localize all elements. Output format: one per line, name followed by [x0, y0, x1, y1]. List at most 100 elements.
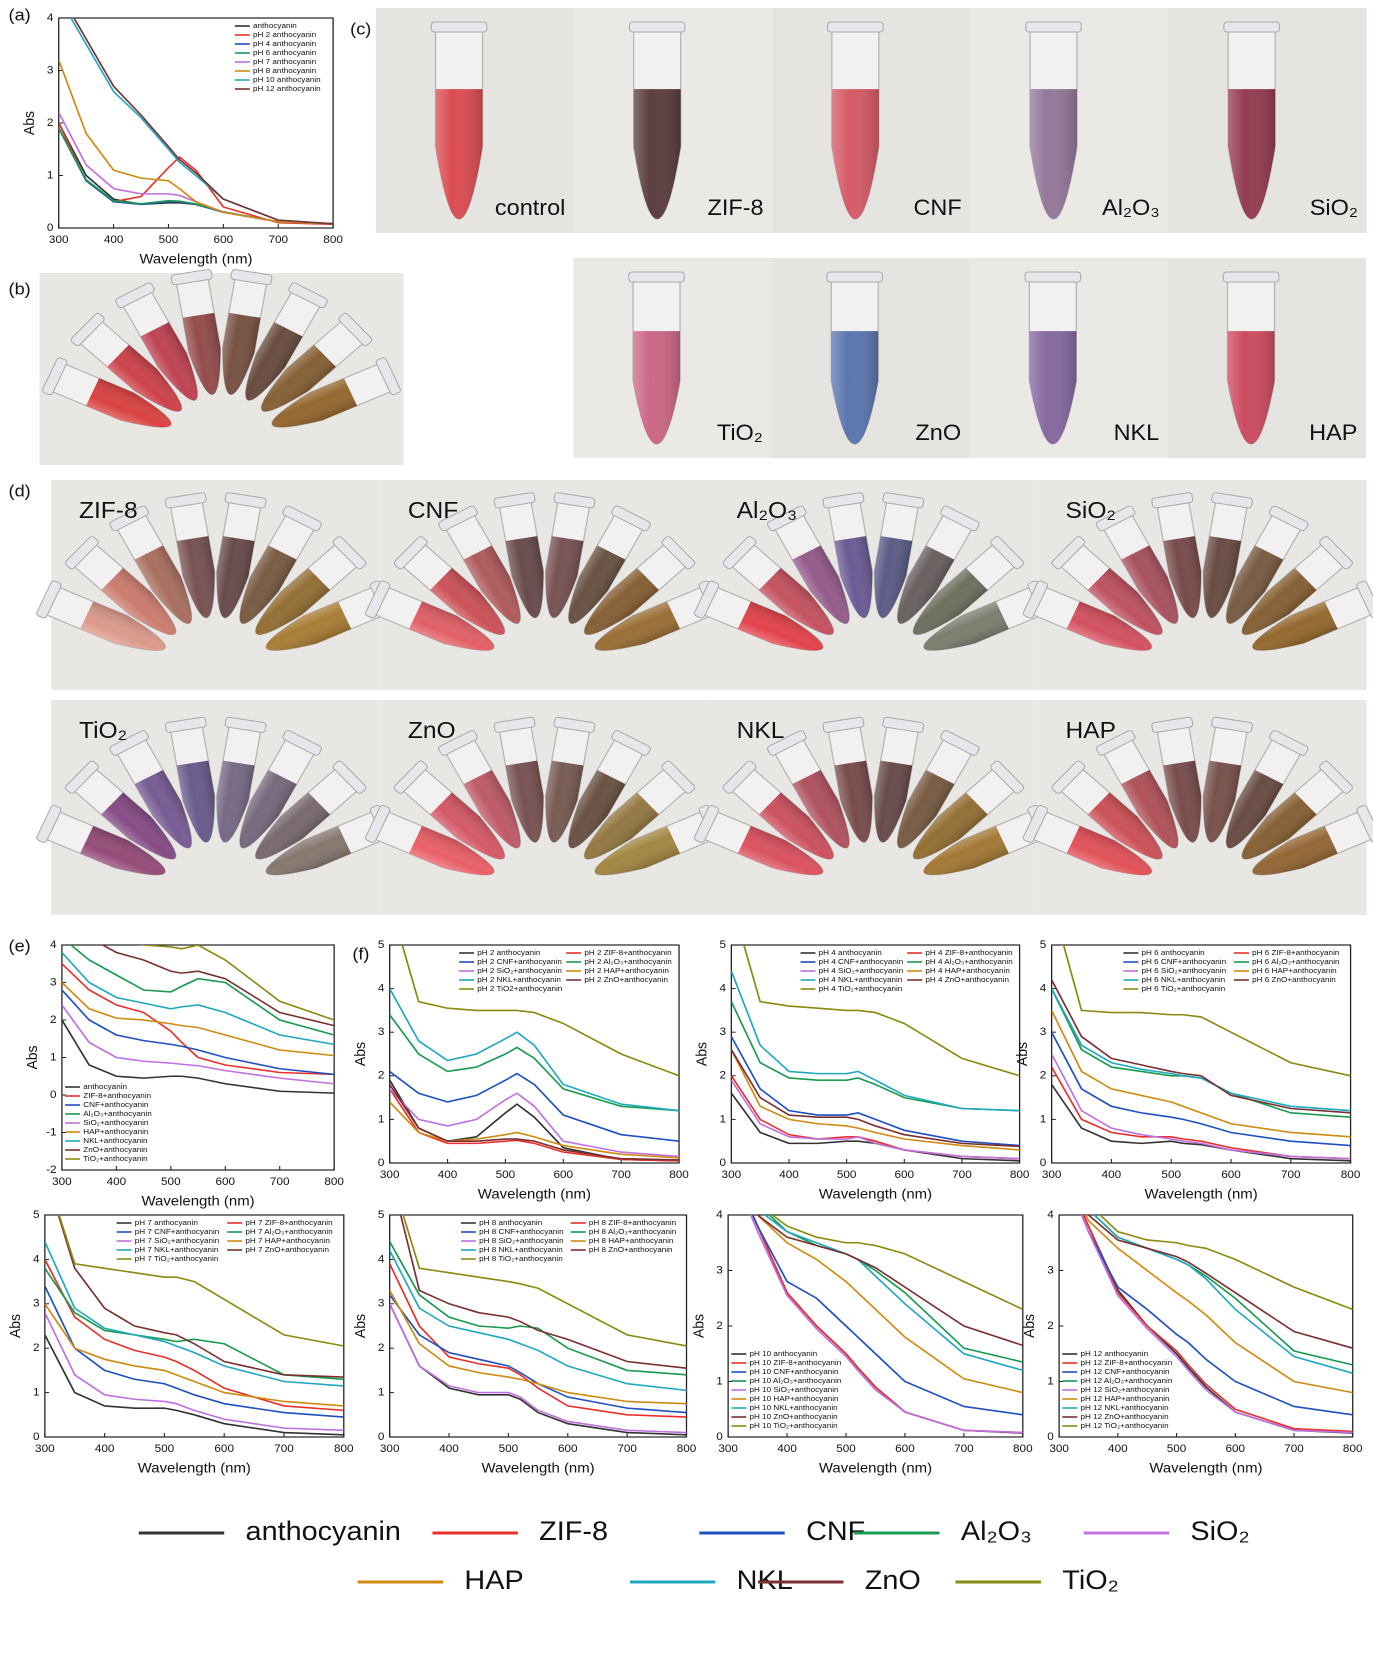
x-tick-label: 400 [438, 1169, 458, 1181]
y-tick-label: 0 [33, 1431, 40, 1443]
x-tick-label: 300 [722, 1169, 742, 1181]
series-line [1051, 1010, 1351, 1138]
x-axis-label: Wavelength (nm) [139, 252, 252, 267]
tube [722, 760, 835, 860]
plot-area [731, 945, 1020, 1162]
tube-cap [332, 536, 367, 570]
tube-shade [239, 769, 297, 848]
legend-label: pH 10 HAP+anthocyanin [749, 1394, 838, 1403]
x-axis-label: Wavelength (nm) [1145, 1187, 1258, 1202]
plot-area [389, 1215, 687, 1436]
tube-cap [767, 730, 807, 756]
legend-label: pH 6 anthocyanin [253, 48, 316, 57]
plot-area [1051, 945, 1351, 1162]
legend-label: anthocyanin [253, 21, 297, 30]
tube-shade [874, 760, 913, 843]
series-line [58, 112, 334, 225]
y-tick-label: 4 [378, 983, 385, 995]
legend-label: pH 4 anthocyanin [819, 948, 882, 957]
tube-shade [913, 792, 988, 860]
legend-label: pH 10 ZIF-8+anthocyanin [749, 1358, 841, 1367]
x-tick-label: 500 [159, 234, 179, 246]
series-line [731, 970, 1020, 1112]
x-tick-label: 700 [1284, 1443, 1304, 1455]
plot-area [61, 945, 335, 1094]
tube-shade [584, 568, 659, 635]
legend-label: ZIF-8 [539, 1516, 608, 1546]
tube-cap [282, 730, 322, 756]
series-line [756, 1215, 1023, 1394]
tube-shade [255, 568, 331, 635]
x-tick-label: 400 [107, 1176, 127, 1188]
legend-label: pH 12 ZIF-8+anthocyanin [1080, 1358, 1172, 1367]
legend-label: pH 8 SiO₂+anthocyanin [479, 1236, 564, 1245]
x-axis-label: Wavelength (nm) [819, 1461, 932, 1476]
y-tick-label: 3 [378, 1298, 385, 1310]
tube-shade [176, 536, 215, 618]
legend-label: pH 8 ZIF-8+anthocyanin [589, 1218, 676, 1227]
series-line [1099, 1215, 1353, 1311]
plot-area [58, 18, 334, 226]
tube-shade [1087, 792, 1163, 860]
legend-label: HAP+anthocyanin [83, 1127, 148, 1136]
legend-label: SiO₂ [1190, 1516, 1249, 1546]
panel-label: (b) [9, 279, 31, 298]
tube-cap [365, 805, 391, 843]
tube [583, 760, 696, 860]
series-line [61, 1004, 335, 1085]
plot-area [44, 1215, 344, 1436]
series-line [61, 1019, 335, 1094]
legend-label: pH 4 TiO₂+anthocyanin [819, 984, 903, 993]
x-tick-label: 800 [1341, 1169, 1361, 1181]
tube-shade [584, 792, 659, 860]
tube-cap [438, 730, 478, 756]
y-tick-label: 1 [716, 1376, 723, 1388]
tube [583, 536, 696, 636]
x-tick-label: 600 [1225, 1443, 1245, 1455]
series-line [389, 1070, 680, 1142]
tube [254, 536, 367, 636]
tube [216, 716, 267, 843]
legend-label: pH 12 anthocyanin [253, 84, 321, 93]
tube-shade [1226, 769, 1284, 848]
tube-shade [239, 545, 297, 624]
x-axis-label: Wavelength (nm) [1149, 1461, 1262, 1476]
series-line [770, 1215, 1023, 1311]
x-tick-label: 500 [155, 1443, 175, 1455]
tube-cap [1211, 492, 1254, 509]
y-axis-label: Abs [694, 1042, 711, 1066]
tube-cap [64, 536, 99, 570]
legend-label: pH 8 ZnO+anthocyanin [589, 1245, 673, 1254]
tube-cap [1319, 760, 1353, 794]
series-line [44, 1334, 344, 1436]
tube [1025, 21, 1082, 220]
x-axis-label: Wavelength (nm) [138, 1461, 251, 1476]
y-tick-label: 3 [47, 65, 54, 77]
tube-cap [109, 730, 149, 756]
tube-shade [409, 601, 494, 651]
legend-label: pH 8 anthocyanin [479, 1218, 542, 1227]
tube-cap [722, 760, 757, 794]
tube [1051, 536, 1163, 636]
tube-cap [940, 730, 980, 756]
tube-shade [1163, 760, 1202, 843]
tube-cap [722, 536, 757, 570]
legend-label: SiO₂+anthocyanin [83, 1118, 148, 1127]
tube [36, 805, 166, 876]
tube-shade [463, 769, 521, 848]
y-tick-label: 0 [47, 222, 54, 234]
legend-label: pH 2 ZIF-8+anthocyanin [584, 948, 671, 957]
tube [1241, 536, 1353, 636]
y-tick-label: 4 [1047, 1209, 1054, 1221]
legend-label: Al₂O₃+anthocyanin [83, 1109, 151, 1118]
tube [722, 536, 835, 636]
x-tick-label: 600 [214, 1443, 234, 1455]
legend-label: pH 4 anthocyanin [253, 39, 316, 48]
y-tick-label: 1 [719, 1114, 726, 1126]
tube-shade [409, 826, 494, 875]
legend-label: anthocyanin [83, 1082, 127, 1091]
y-tick-label: 5 [378, 939, 385, 951]
tube-cap [224, 716, 267, 733]
tube-shade [1087, 568, 1163, 635]
tube [1024, 271, 1082, 445]
